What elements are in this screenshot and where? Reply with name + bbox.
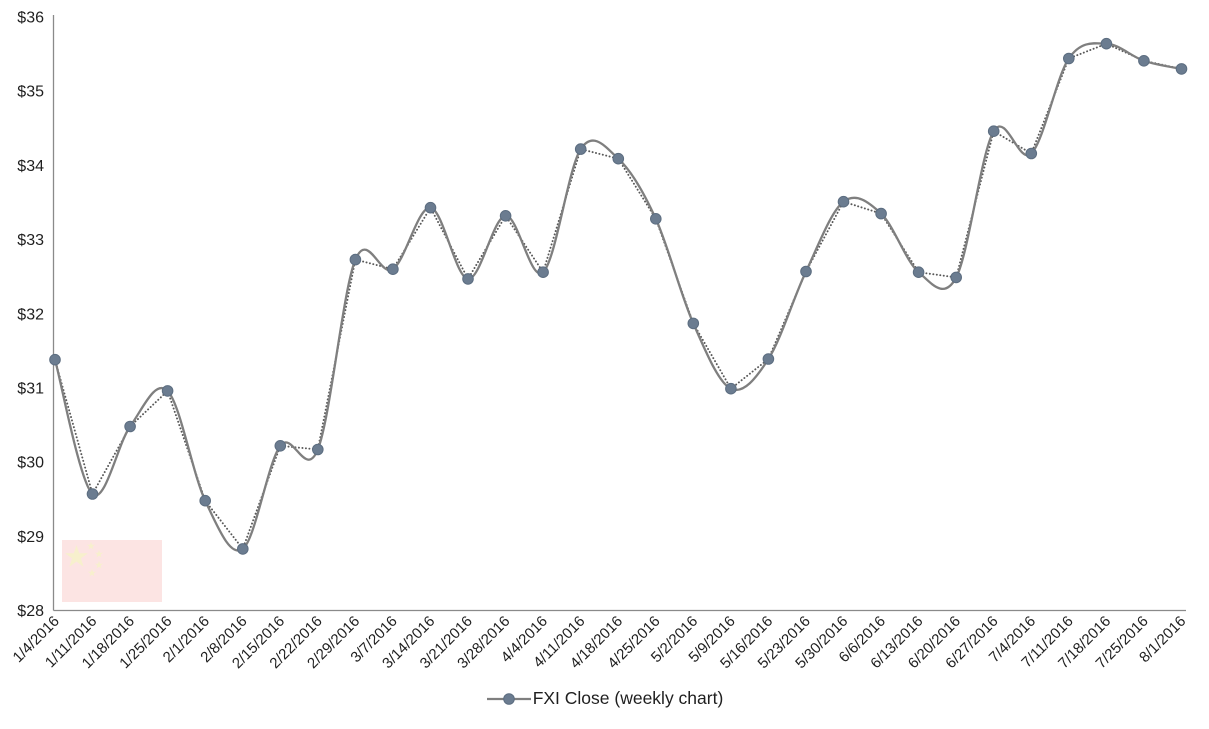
data-point-marker (462, 273, 474, 285)
data-point-marker (312, 443, 324, 456)
flag-small-star (88, 568, 96, 577)
y-axis-label: $30 (17, 455, 44, 472)
data-point-marker (1025, 147, 1038, 160)
data-point-marker (1100, 37, 1113, 50)
flag-small-star (87, 541, 95, 550)
data-point-marker (1175, 63, 1188, 75)
dotted-line (54, 42, 1183, 551)
y-axis-label: $34 (17, 158, 44, 175)
y-axis-label: $35 (17, 84, 44, 101)
data-point-marker (86, 488, 99, 500)
flag-small-star (95, 549, 103, 558)
smooth-line (53, 42, 1183, 552)
data-point-marker (1063, 52, 1075, 65)
legend-label: FXI Close (weekly chart) (532, 688, 724, 708)
data-point-marker (199, 494, 211, 507)
data-point-marker (912, 266, 925, 279)
data-point-marker (762, 353, 775, 365)
y-axis-label: $33 (17, 232, 44, 249)
y-axis-label: $29 (17, 529, 44, 546)
data-point-marker (49, 353, 61, 366)
y-axis-label: $32 (17, 306, 44, 323)
flag-small-star (95, 560, 103, 569)
data-point-marker (574, 143, 587, 155)
y-axis-label: $36 (17, 10, 44, 27)
data-point-marker (612, 152, 625, 165)
legend: FXI Close (weekly chart) (0, 688, 1209, 709)
y-axis-label: $28 (17, 603, 44, 620)
y-axis-label: $31 (17, 380, 44, 397)
data-point-marker (499, 210, 512, 222)
data-point-marker (537, 266, 549, 279)
data-point-marker (687, 317, 700, 330)
data-point-marker (274, 440, 287, 452)
data-point-marker (124, 420, 136, 433)
data-point-marker (161, 385, 174, 397)
data-point-marker (387, 263, 399, 276)
data-point-marker (875, 207, 887, 220)
data-point-marker (837, 195, 850, 208)
data-point-marker (800, 265, 812, 278)
flag-big-star (65, 545, 88, 567)
legend-line-marker-icon (486, 692, 531, 705)
data-point-marker (237, 543, 249, 555)
data-point-marker (987, 125, 1000, 137)
data-point-marker (650, 213, 662, 225)
data-point-marker (1138, 55, 1150, 67)
data-point-marker (950, 271, 963, 284)
data-point-marker (424, 201, 437, 214)
data-point-marker (349, 253, 362, 266)
china-flag-watermark (62, 540, 162, 602)
data-point-marker (725, 382, 737, 395)
